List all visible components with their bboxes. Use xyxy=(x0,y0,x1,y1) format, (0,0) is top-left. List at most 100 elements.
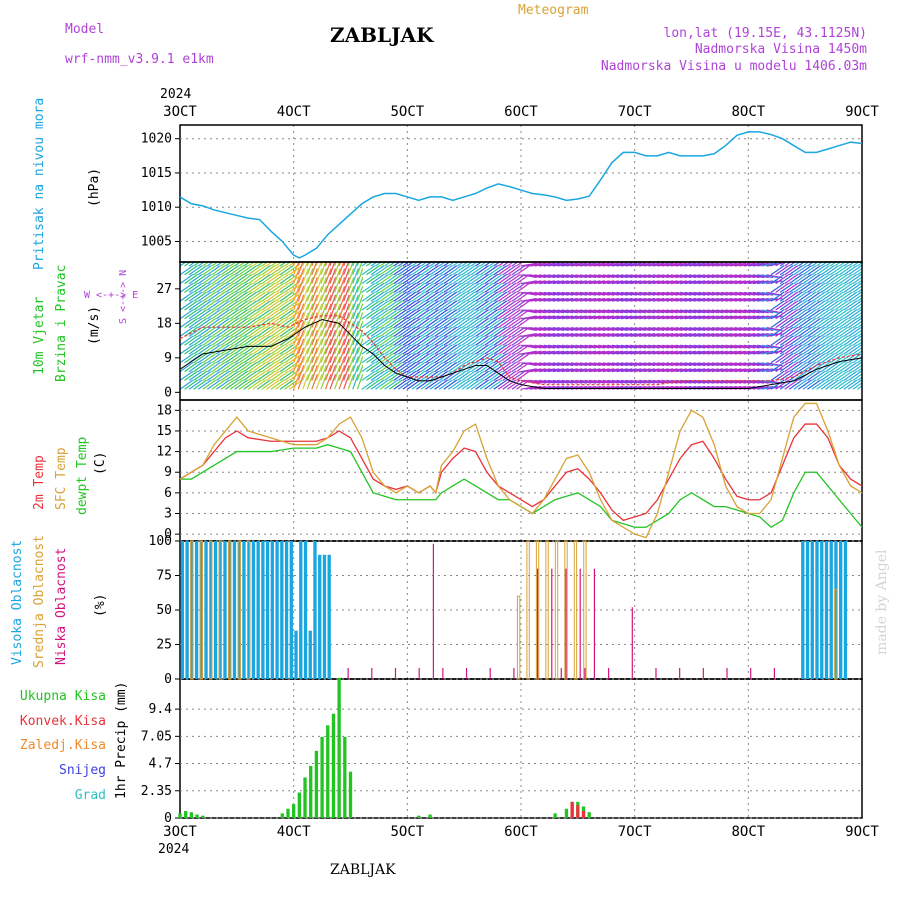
low-cloud-bar xyxy=(371,667,373,679)
wind-barb xyxy=(397,300,412,311)
wind-barb xyxy=(584,333,601,337)
wind-barb xyxy=(680,333,696,337)
x-tick-label-bottom: 9OCT xyxy=(845,824,879,840)
wind-barb xyxy=(857,270,862,276)
wind-barb xyxy=(434,326,449,337)
wind-barb xyxy=(829,273,844,285)
wind-barb xyxy=(730,291,747,296)
wind-barb xyxy=(220,326,235,337)
wind-barb xyxy=(734,309,751,314)
wind-barb xyxy=(825,335,840,346)
wind-barb xyxy=(484,326,499,337)
wind-barb xyxy=(225,273,239,285)
wind-barb xyxy=(748,327,765,331)
high-cloud-bar xyxy=(270,541,275,679)
wind-barb xyxy=(639,350,656,355)
wind-barb xyxy=(834,326,849,337)
wind-barb xyxy=(234,361,249,373)
wind-barb xyxy=(216,379,230,390)
wind-barb xyxy=(329,294,337,311)
wind-barb xyxy=(288,262,296,267)
wind-barb xyxy=(393,265,408,276)
wind-barb xyxy=(639,362,656,367)
wind-barb xyxy=(447,379,462,390)
wind-barb xyxy=(561,262,578,267)
wind-barb xyxy=(730,350,747,355)
wind-barb xyxy=(184,353,198,364)
wind-barb xyxy=(634,315,651,320)
wind-barb xyxy=(297,373,305,390)
wind-barb xyxy=(188,273,203,285)
wind-barb xyxy=(575,291,592,296)
wind-barb xyxy=(184,273,198,285)
wind-barb xyxy=(225,262,233,267)
wind-barb xyxy=(702,350,719,355)
wind-barb xyxy=(211,361,226,373)
wind-barb xyxy=(507,291,521,302)
wind-barb xyxy=(247,300,262,311)
wind-barb xyxy=(675,344,692,349)
wind-barb xyxy=(680,368,696,373)
wind-barb xyxy=(752,385,769,390)
wind-barb xyxy=(625,327,642,331)
wind-barb xyxy=(466,282,480,293)
wind-barb xyxy=(770,309,785,320)
wind-barb xyxy=(693,368,710,373)
wind-barb xyxy=(861,362,862,363)
wind-barb xyxy=(220,335,235,346)
wind-barb xyxy=(320,329,327,346)
wind-barb xyxy=(434,344,449,355)
wind-barb xyxy=(580,262,596,267)
wind-barb xyxy=(589,362,606,367)
wind-barb xyxy=(820,273,835,285)
wind-barb xyxy=(661,315,678,320)
high-cloud-bar xyxy=(303,541,308,679)
wind-barb xyxy=(284,335,299,346)
wind-barb xyxy=(802,273,817,285)
wind-barb xyxy=(720,297,737,302)
wind-barb xyxy=(775,309,790,320)
wind-barb xyxy=(284,370,299,381)
wind-barb xyxy=(639,368,656,373)
wind-barb xyxy=(825,262,833,267)
wind-barb xyxy=(511,344,526,355)
wind-barb xyxy=(748,344,765,349)
wind-barb xyxy=(739,368,756,373)
wind-barb xyxy=(739,274,756,279)
wind-barb xyxy=(598,262,615,267)
y-tick-label: 4.7 xyxy=(149,757,172,772)
wind-barb xyxy=(843,309,858,320)
wind-barb xyxy=(511,291,526,302)
wind-barb xyxy=(229,309,244,320)
wind-barb xyxy=(666,344,683,349)
wind-barb xyxy=(793,291,808,302)
wind-barb xyxy=(575,333,592,337)
wind-barb xyxy=(297,277,305,293)
wind-barb xyxy=(529,379,546,384)
wind-barb xyxy=(752,368,769,373)
wind-barb xyxy=(302,329,309,346)
wind-barb xyxy=(752,291,769,296)
wind-barb xyxy=(657,315,674,320)
wind-barb xyxy=(661,297,678,302)
wind-barb xyxy=(761,379,778,384)
wind-barb xyxy=(429,291,444,302)
wind-barb xyxy=(711,309,728,314)
wind-barb xyxy=(416,265,430,276)
wind-barb xyxy=(566,327,583,331)
wind-barb xyxy=(375,361,389,373)
wind-barb xyxy=(479,273,494,285)
wind-barb xyxy=(275,300,289,311)
precip-legend-frozen: Zaledj.Kisa xyxy=(20,738,106,753)
wind-barb xyxy=(802,282,817,293)
wind-barb xyxy=(216,317,230,329)
precip-bar xyxy=(417,815,421,818)
wind-barb xyxy=(757,350,774,355)
wind-barb xyxy=(420,291,435,302)
wind-barb xyxy=(725,262,742,267)
wind-barb xyxy=(707,368,724,373)
wind-barb xyxy=(502,379,517,390)
wind-barb xyxy=(807,317,821,329)
wind-barb xyxy=(852,276,862,285)
wind-barb xyxy=(425,326,439,337)
